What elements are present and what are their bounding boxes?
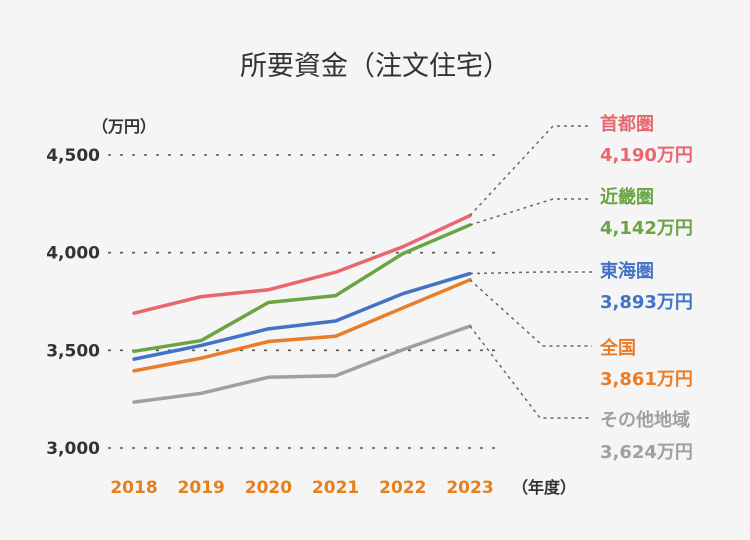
y-tick-label: 3,000	[46, 439, 100, 459]
y-tick-label: 4,000	[46, 244, 100, 264]
series-value-label: 3,624万円	[600, 442, 693, 463]
series-line	[132, 223, 472, 354]
series-line	[132, 278, 472, 373]
x-tick-label: 2023	[446, 478, 493, 498]
series-name-label: 近畿圏	[600, 186, 654, 208]
series-line	[132, 213, 472, 315]
x-axis-unit-label: （年度）	[512, 478, 576, 497]
chart-title: 所要資金（注文住宅）	[240, 51, 510, 82]
x-tick-label: 2022	[379, 478, 426, 498]
x-tick-label: 2020	[245, 478, 292, 498]
series-name-label: 首都圏	[600, 113, 654, 135]
label-leader-line	[469, 325, 592, 419]
series-value-label: 4,190万円	[600, 145, 693, 166]
label-leader-line	[469, 279, 592, 347]
x-tick-label: 2018	[110, 478, 157, 498]
grid-lines	[108, 154, 500, 449]
label-leader-line	[469, 198, 592, 226]
y-tick-label: 3,500	[46, 341, 100, 361]
label-leader-lines	[469, 125, 592, 419]
series-line	[132, 324, 472, 404]
series-name-label: 東海圏	[600, 260, 654, 282]
y-tick-labels: 3,000 3,500 4,000 4,500	[46, 146, 100, 459]
y-axis-unit-label: （万円）	[92, 117, 156, 136]
series-value-label: 4,142万円	[600, 218, 693, 239]
y-tick-label: 4,500	[46, 146, 100, 166]
x-tick-label: 2019	[178, 478, 225, 498]
series-value-label: 3,861万円	[600, 369, 693, 390]
series-value-label: 3,893万円	[600, 292, 693, 313]
series-name-label: その他地域	[600, 409, 690, 431]
series-lines	[132, 213, 472, 404]
series-line	[132, 271, 472, 361]
label-leader-line	[469, 271, 592, 275]
series-name-label: 全国	[599, 337, 636, 359]
x-tick-label: 2021	[312, 478, 359, 498]
x-tick-labels: 2018 2019 2020 2021 2022 2023	[110, 478, 493, 498]
label-leader-line	[469, 125, 592, 217]
